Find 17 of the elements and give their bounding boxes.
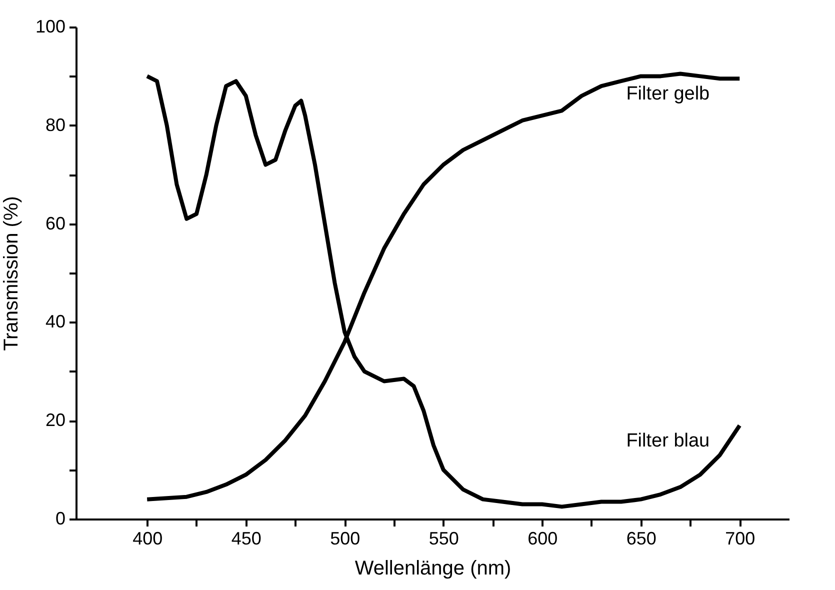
y-tick-label: 100 — [35, 16, 66, 36]
x-tick-label: 500 — [330, 528, 360, 548]
series-label: Filter blau — [626, 430, 710, 452]
y-tick-label: 40 — [45, 312, 66, 332]
y-tick-label: 20 — [45, 410, 66, 430]
x-axis-title: Wellenlänge (nm) — [354, 558, 512, 580]
x-tick-label: 400 — [132, 528, 163, 548]
x-tick-label: 600 — [528, 528, 558, 548]
x-tick-label: 450 — [231, 528, 262, 548]
x-tick-label: 550 — [428, 528, 459, 548]
y-tick-label: 80 — [45, 114, 66, 135]
series-label: Filter gelb — [626, 84, 710, 105]
x-tick-label: 650 — [626, 528, 656, 548]
x-tick-label: 700 — [725, 528, 756, 548]
y-tick-label: 60 — [45, 213, 66, 234]
y-tick-label: 0 — [55, 508, 66, 528]
y-axis-title: Transmission (%) — [0, 196, 22, 351]
